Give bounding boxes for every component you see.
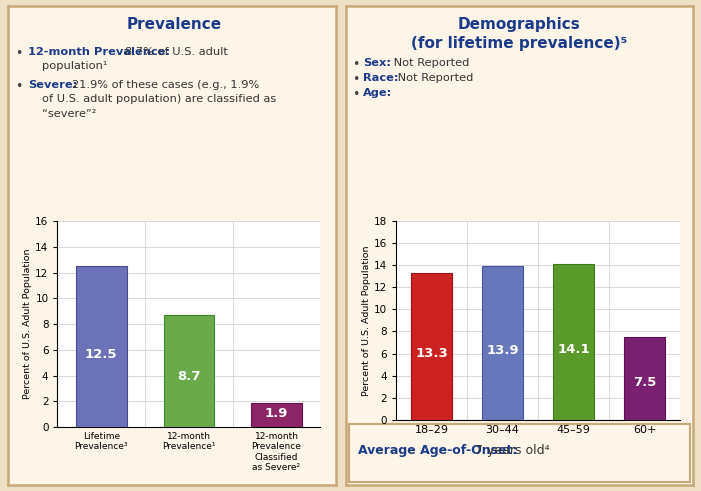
Text: Prevalence: Prevalence (126, 17, 222, 32)
Text: Sex:: Sex: (363, 58, 391, 68)
Bar (624, 337, 665, 420)
Bar (553, 264, 594, 420)
Text: 8.7: 8.7 (177, 370, 200, 383)
Text: 8.7% of U.S. adult: 8.7% of U.S. adult (125, 47, 228, 56)
Text: Severe:: Severe: (28, 80, 77, 89)
Y-axis label: Percent of U.S. Adult Population: Percent of U.S. Adult Population (23, 249, 32, 399)
Bar (482, 266, 523, 420)
Text: 14.1: 14.1 (557, 343, 590, 356)
Text: 1.9: 1.9 (265, 407, 288, 420)
Text: 13.3: 13.3 (415, 347, 448, 360)
Text: 7.5: 7.5 (633, 376, 656, 389)
Bar (411, 273, 452, 420)
Text: Race:: Race: (363, 73, 399, 83)
Text: “severe”²: “severe”² (42, 109, 97, 118)
Text: Age:: Age: (363, 88, 393, 98)
Text: •: • (352, 88, 360, 101)
Text: 7 years old⁴: 7 years old⁴ (471, 444, 550, 457)
Text: 12.5: 12.5 (85, 348, 118, 361)
Text: •: • (15, 47, 23, 59)
Text: Average Age-of-Onset:: Average Age-of-Onset: (358, 444, 517, 457)
Text: Not Reported: Not Reported (390, 58, 469, 68)
Text: population¹: population¹ (42, 61, 107, 71)
Bar (251, 403, 302, 427)
Text: 13.9: 13.9 (486, 344, 519, 357)
Text: Demographics
(for lifetime prevalence)⁵: Demographics (for lifetime prevalence)⁵ (411, 17, 627, 52)
Y-axis label: Percent of U.S. Adult Population: Percent of U.S. Adult Population (362, 245, 371, 396)
Bar (76, 266, 127, 427)
Bar (163, 315, 215, 427)
Text: •: • (352, 73, 360, 86)
Text: 21.9% of these cases (e.g., 1.9%: 21.9% of these cases (e.g., 1.9% (72, 80, 259, 89)
Text: Not Reported: Not Reported (394, 73, 473, 83)
Text: of U.S. adult population) are classified as: of U.S. adult population) are classified… (42, 94, 276, 104)
Text: •: • (352, 58, 360, 71)
Text: 12-month Prevalence:: 12-month Prevalence: (28, 47, 170, 56)
Text: •: • (15, 80, 23, 92)
